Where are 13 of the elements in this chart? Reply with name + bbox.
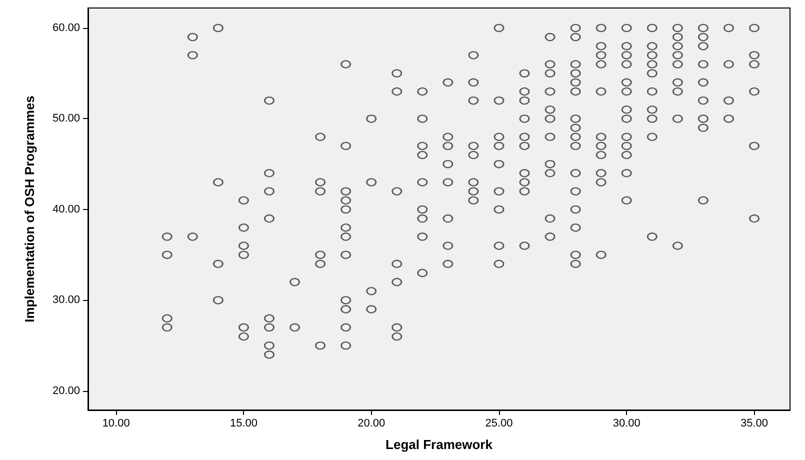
x-tick-label: 30.00 xyxy=(612,418,640,430)
y-tick-label: 20.00 xyxy=(52,384,80,397)
y-tick-label: 50.00 xyxy=(52,112,80,125)
x-tick-label: 10.00 xyxy=(102,418,130,430)
x-tick-label: 25.00 xyxy=(485,418,513,430)
x-tick-label: 20.00 xyxy=(358,418,386,430)
x-tick-label: 35.00 xyxy=(740,418,768,430)
y-axis-title: Implementation of OSH Programmes xyxy=(22,96,37,322)
y-tick-label: 60.00 xyxy=(52,22,80,34)
y-tick-label: 40.00 xyxy=(52,203,80,216)
y-tick-label: 30.00 xyxy=(52,294,80,306)
x-tick-label: 15.00 xyxy=(230,418,258,430)
x-axis-title: Legal Framework xyxy=(386,437,494,452)
